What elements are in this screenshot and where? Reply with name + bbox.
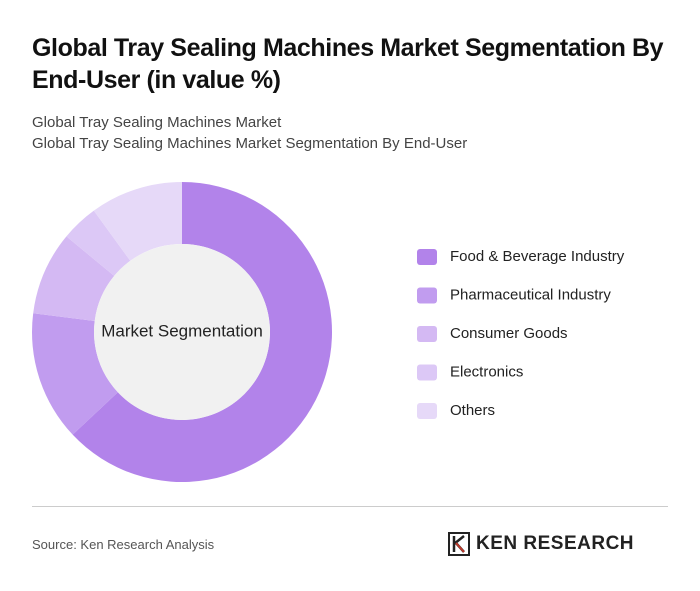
subtitle: Global Tray Sealing Machines Market Segm… [32, 135, 468, 152]
donut-slice [93, 182, 182, 261]
legend-swatch [417, 403, 437, 419]
chart-title: Global Tray Sealing Machines Market Segm… [32, 34, 664, 94]
center-label: Market Segmentation [101, 321, 263, 340]
legend-label: Pharmaceutical Industry [450, 286, 611, 303]
legend-swatch [417, 287, 437, 304]
legend-label: Consumer Goods [450, 325, 568, 342]
chart: Market Segmentation Food & Beverage Indus… [31, 182, 625, 482]
logo-text: KEN RESEARCH [476, 533, 635, 554]
donut-hole [94, 244, 270, 420]
legend-label: Electronics [450, 363, 523, 380]
donut-slice [31, 313, 118, 435]
legend-swatch [417, 249, 437, 265]
divider [32, 506, 668, 507]
donut-slice [66, 210, 131, 276]
legend-swatch [417, 326, 437, 342]
legend-label: Others [450, 402, 495, 419]
donut-slice [33, 236, 115, 321]
subtitle: Global Tray Sealing Machines Market [32, 114, 282, 131]
logo: KEN RESEARCH [448, 532, 634, 556]
source: Source: Ken Research Analysis [32, 537, 215, 552]
legend-swatch [417, 364, 437, 381]
donut-slice [72, 182, 332, 482]
legend-label: Food & Beverage Industry [450, 248, 625, 265]
logo-icon [448, 532, 470, 556]
